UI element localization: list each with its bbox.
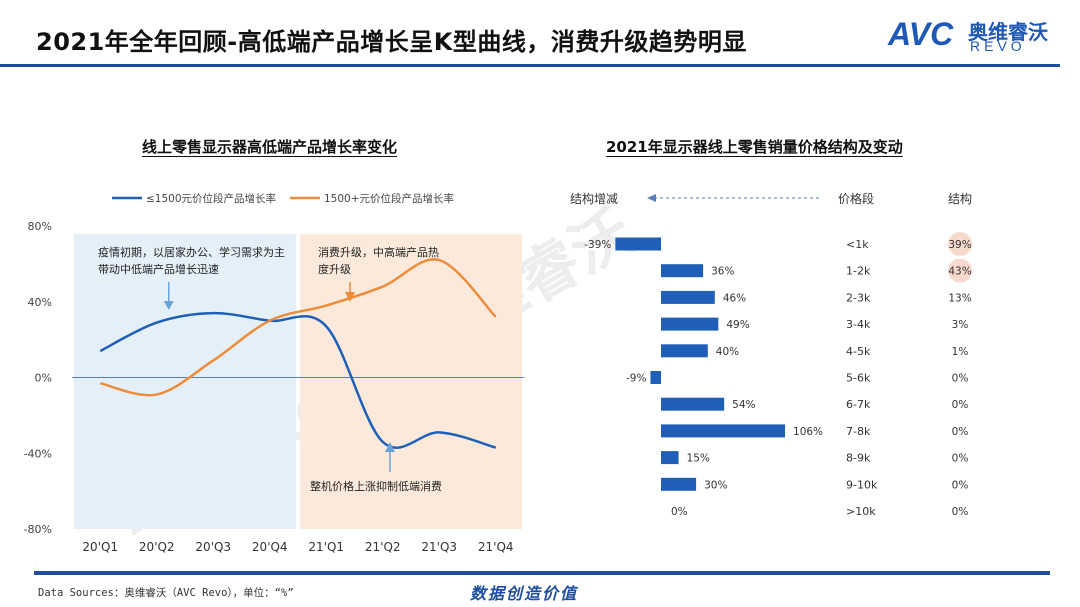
- y-tick-label: 80%: [28, 220, 52, 233]
- x-tick-label: 20'Q1: [82, 540, 118, 554]
- price-segment-label: 8-9k: [846, 452, 871, 465]
- bar-value-label: 46%: [723, 292, 746, 304]
- share-value-label: 0%: [952, 399, 969, 411]
- price-segment-label: <1k: [846, 238, 869, 251]
- bar-value-label: 0%: [671, 506, 688, 518]
- logo-cn-text: 奥维睿沃: [968, 20, 1048, 44]
- share-highlight-circle: [948, 232, 972, 256]
- share-value-label: 1%: [952, 346, 969, 358]
- share-value-label: 39%: [948, 239, 971, 251]
- share-value-label: 0%: [952, 453, 969, 465]
- bar-value-label: -39%: [584, 239, 611, 251]
- bar-value-label: 15%: [687, 453, 710, 465]
- share-value-label: 0%: [952, 479, 969, 491]
- price-segment-label: 1-2k: [846, 265, 871, 278]
- annotation-upgrade: 消费升级，中高端产品热度升级: [318, 245, 439, 276]
- structure-change-bar: [661, 424, 786, 438]
- header-dashed-arrow-head: [647, 194, 656, 202]
- price-segment-label: 9-10k: [846, 478, 878, 491]
- bar-value-label: 106%: [793, 426, 823, 438]
- footer-divider: [34, 571, 1050, 575]
- structure-change-bar: [661, 264, 704, 278]
- structure-change-bar: [661, 477, 697, 491]
- shade-2021: [300, 234, 522, 529]
- structure-change-bar: [661, 317, 719, 331]
- price-segment-label: 6-7k: [846, 398, 871, 411]
- share-value-label: 0%: [952, 373, 969, 385]
- footer-slogan: 数据创造价值: [470, 584, 579, 603]
- x-tick-label: 20'Q4: [252, 540, 288, 554]
- header-structure-change: 结构增减: [570, 191, 618, 206]
- bar-value-label: -9%: [626, 373, 646, 385]
- x-tick-label: 21'Q2: [365, 540, 401, 554]
- x-tick-label: 20'Q2: [139, 540, 175, 554]
- logo-avc-text: AVC: [888, 16, 954, 52]
- y-tick-label: 0%: [35, 372, 52, 385]
- price-segment-label: 3-4k: [846, 318, 871, 331]
- bar-value-label: 40%: [716, 346, 739, 358]
- x-tick-label: 20'Q3: [195, 540, 231, 554]
- structure-change-bar: [661, 397, 725, 411]
- series-low-price-line: [99, 311, 497, 449]
- arrow-pandemic-head: [163, 301, 174, 310]
- price-segment-label: 7-8k: [846, 425, 871, 438]
- bar-value-label: 54%: [732, 399, 755, 411]
- bar-chart-title: 2021年显示器线上零售销量价格结构及变动: [606, 138, 903, 156]
- annotation-price-rise: 整机价格上涨抑制低端消费: [310, 479, 442, 493]
- share-value-label: 13%: [948, 292, 971, 304]
- header-divider: [0, 64, 1060, 67]
- annotation-pandemic: 疫情初期，以居家办公、学习需求为主带动中低端产品增长迅速: [98, 245, 285, 276]
- share-value-label: 43%: [948, 266, 971, 278]
- bar-value-label: 30%: [704, 479, 727, 491]
- structure-change-bar: [661, 344, 708, 358]
- legend-label: ≤1500元价位段产品增长率: [146, 192, 276, 205]
- arrow-upgrade-head: [345, 292, 355, 302]
- share-value-label: 3%: [952, 319, 969, 331]
- arrow-price-rise-head: [385, 442, 395, 452]
- price-segment-label: 5-6k: [846, 372, 871, 385]
- line-chart-title: 线上零售显示器高低端产品增长率变化: [142, 138, 398, 156]
- x-tick-label: 21'Q3: [421, 540, 457, 554]
- header-share: 结构: [948, 191, 972, 206]
- share-highlight-circle: [948, 258, 972, 283]
- price-segment-label: 2-3k: [846, 291, 871, 304]
- y-tick-label: -80%: [24, 523, 52, 536]
- structure-change-bar: [661, 451, 679, 465]
- y-tick-label: 40%: [28, 296, 52, 309]
- x-tick-label: 21'Q1: [308, 540, 344, 554]
- logo-revo-text: REVO: [970, 38, 1026, 54]
- page-title: 2021年全年回顾-高低端产品增长呈K型曲线，消费升级趋势明显: [36, 28, 747, 56]
- share-value-label: 0%: [952, 426, 969, 438]
- legend-label: 1500+元价位段产品增长率: [324, 192, 454, 205]
- structure-change-bar: [650, 371, 661, 384]
- structure-change-bar: [615, 237, 661, 251]
- bar-value-label: 36%: [711, 266, 734, 278]
- x-tick-label: 21'Q4: [478, 540, 514, 554]
- bar-value-label: 49%: [726, 319, 749, 331]
- y-tick-label: -40%: [24, 447, 52, 460]
- brand-logo: AVC 奥维睿沃 REVO: [888, 14, 1058, 58]
- price-segment-label: 4-5k: [846, 345, 871, 358]
- share-value-label: 0%: [952, 506, 969, 518]
- header-price-segment: 价格段: [838, 191, 874, 206]
- structure-change-bar: [661, 290, 715, 304]
- data-source-note: Data Sources：奥维睿沃（AVC Revo），单位：“%”: [38, 587, 294, 599]
- price-segment-label: >10k: [846, 505, 876, 518]
